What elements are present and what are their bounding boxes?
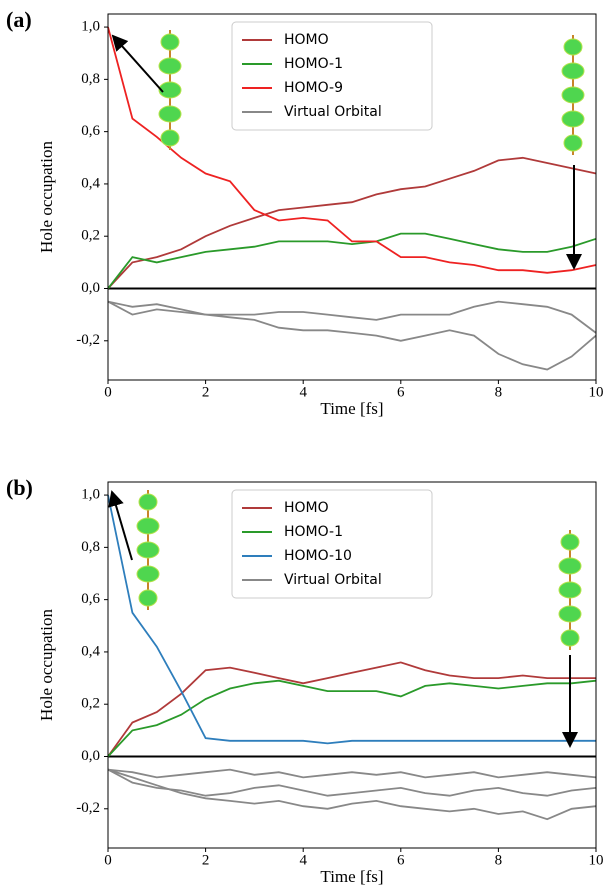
y-tick-label: 0,8 — [81, 71, 100, 87]
y-tick-label: 1,0 — [81, 487, 100, 503]
y-tick-label: 0,2 — [81, 228, 100, 244]
y-tick-label: 0,4 — [81, 175, 100, 191]
series-line — [107, 768, 597, 821]
legend-label: HOMO-9 — [284, 80, 343, 96]
legend-label: HOMO-1 — [284, 524, 343, 540]
x-tick-label: 6 — [397, 384, 405, 400]
legend-box — [231, 489, 433, 599]
y-tick-label: 0,6 — [81, 123, 100, 139]
series-line — [107, 679, 597, 758]
legend-label: HOMO — [284, 32, 329, 48]
x-tick-label: 4 — [299, 384, 307, 400]
legend-label: Virtual Orbital — [284, 572, 382, 588]
y-axis-label: Hole occupation — [37, 609, 56, 721]
x-tick-label: 0 — [104, 384, 112, 400]
y-tick-label: 0,6 — [81, 591, 100, 607]
x-tick-label: 8 — [495, 384, 503, 400]
x-tick-label: 2 — [202, 852, 210, 868]
series-line — [107, 300, 597, 371]
y-tick-label: 0,0 — [81, 748, 100, 764]
panel-label: (b) — [6, 475, 33, 500]
panel-label: (a) — [6, 7, 32, 32]
series-line — [107, 768, 597, 797]
y-tick-label: 0,4 — [81, 643, 100, 659]
legend-label: HOMO-10 — [284, 548, 352, 564]
series-line — [107, 494, 596, 745]
x-tick-label: 2 — [202, 384, 210, 400]
y-axis-label: Hole occupation — [37, 141, 56, 253]
x-axis-label: Time [fs] — [320, 867, 383, 886]
y-tick-label: 1,0 — [81, 19, 100, 35]
series-line — [107, 156, 597, 290]
series-line — [107, 661, 596, 758]
y-tick-label: 0,2 — [81, 696, 100, 712]
y-tick-label: 0,0 — [81, 280, 100, 296]
plot-frame — [107, 481, 597, 849]
x-tick-label: 0 — [104, 852, 112, 868]
plot-frame — [107, 13, 597, 381]
legend-label: HOMO — [284, 500, 329, 516]
decoration — [108, 29, 585, 748]
series-line — [107, 768, 597, 779]
y-tick-label: -0,2 — [76, 332, 100, 348]
x-axis-label: Time [fs] — [320, 399, 383, 418]
x-tick-label: 4 — [299, 852, 307, 868]
series-line — [107, 300, 597, 334]
x-tick-label: 8 — [495, 852, 503, 868]
legend-label: HOMO-1 — [284, 56, 343, 72]
x-tick-label: 6 — [397, 852, 405, 868]
x-tick-label: 10 — [589, 384, 604, 400]
y-tick-label: 0,8 — [81, 539, 100, 555]
legend-label: Virtual Orbital — [284, 104, 382, 120]
legend-box — [231, 21, 433, 131]
series-line — [107, 26, 597, 274]
y-tick-label: -0,2 — [76, 800, 100, 816]
x-tick-label: 10 — [589, 852, 604, 868]
series-line — [107, 232, 597, 290]
